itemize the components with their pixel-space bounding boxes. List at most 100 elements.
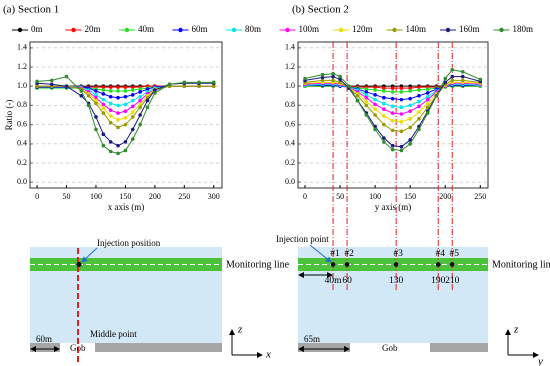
legend-label: 120m bbox=[352, 24, 373, 34]
point bbox=[399, 105, 404, 110]
y-tick-label: 1.2 bbox=[17, 62, 27, 71]
point bbox=[130, 104, 135, 109]
distance-label: 40m bbox=[325, 276, 343, 286]
diagram-left: Injection position Monitoring line Middl… bbox=[30, 238, 290, 362]
point bbox=[108, 120, 113, 125]
point bbox=[382, 140, 386, 144]
point bbox=[130, 85, 135, 89]
legend-label: 180m bbox=[513, 24, 534, 34]
pointer bbox=[81, 247, 98, 263]
coal bbox=[298, 343, 350, 352]
y-tick-label: 0.2 bbox=[285, 158, 295, 167]
point bbox=[364, 103, 369, 108]
point bbox=[49, 82, 54, 87]
point bbox=[94, 101, 98, 106]
legend-marker bbox=[17, 27, 23, 33]
point bbox=[86, 93, 91, 98]
point bbox=[130, 137, 135, 141]
x-tick-label: 200 bbox=[439, 192, 451, 201]
point bbox=[408, 103, 412, 108]
point bbox=[101, 102, 106, 107]
point bbox=[373, 97, 377, 102]
injection-dot bbox=[76, 262, 82, 267]
coal bbox=[30, 343, 60, 352]
point bbox=[211, 80, 216, 85]
point bbox=[338, 80, 342, 85]
y-tick-label: 1.0 bbox=[285, 81, 295, 90]
point bbox=[123, 122, 128, 127]
point bbox=[211, 84, 216, 88]
point bbox=[108, 149, 113, 154]
point bbox=[382, 114, 386, 118]
point bbox=[417, 88, 421, 92]
point bbox=[138, 105, 142, 110]
point bbox=[373, 127, 377, 132]
point bbox=[116, 143, 120, 148]
point bbox=[373, 107, 377, 112]
point bbox=[417, 93, 421, 98]
label: Monitoring line bbox=[492, 259, 550, 270]
point bbox=[443, 80, 448, 85]
monitoring-band bbox=[298, 258, 488, 271]
y-tick-label: 0.4 bbox=[17, 139, 27, 148]
point bbox=[108, 94, 113, 99]
point bbox=[417, 99, 421, 104]
legend-label: 40m bbox=[138, 24, 154, 34]
point-label: #4 bbox=[435, 249, 445, 259]
point bbox=[399, 86, 404, 90]
point bbox=[460, 78, 465, 83]
label: 60m bbox=[36, 334, 52, 344]
point bbox=[425, 94, 430, 99]
pointer bbox=[309, 244, 332, 263]
point bbox=[408, 96, 412, 101]
y-tick-label: 0.0 bbox=[17, 177, 27, 186]
distance-label: 60 bbox=[342, 276, 352, 286]
legend-marker bbox=[338, 27, 344, 33]
point bbox=[450, 74, 455, 79]
point-label: #1 bbox=[330, 249, 340, 259]
legend-label: 0m bbox=[31, 24, 43, 34]
point bbox=[382, 122, 386, 127]
point bbox=[108, 108, 113, 112]
point bbox=[338, 77, 342, 82]
point bbox=[94, 98, 98, 103]
point bbox=[138, 94, 142, 99]
point bbox=[408, 138, 412, 142]
point bbox=[390, 104, 395, 109]
point bbox=[425, 105, 430, 110]
point bbox=[425, 87, 430, 91]
point bbox=[108, 101, 113, 106]
point bbox=[373, 102, 377, 107]
point bbox=[373, 113, 377, 117]
point bbox=[355, 98, 360, 103]
point bbox=[390, 96, 395, 101]
point bbox=[138, 113, 142, 117]
point bbox=[443, 76, 448, 81]
distance-label: 130 bbox=[389, 276, 404, 286]
x-axis-title: y axis (m) bbox=[375, 202, 412, 212]
plot-frame bbox=[29, 41, 223, 189]
point bbox=[108, 114, 113, 118]
point bbox=[320, 78, 325, 83]
point bbox=[35, 79, 39, 84]
point bbox=[417, 117, 421, 121]
point bbox=[364, 95, 369, 100]
point bbox=[123, 109, 128, 113]
point bbox=[390, 147, 395, 152]
y-tick-label: 1.0 bbox=[17, 81, 27, 90]
point bbox=[108, 85, 113, 89]
monitor-point bbox=[344, 262, 350, 267]
x-tick-label: 100 bbox=[369, 192, 381, 201]
point bbox=[390, 86, 395, 90]
point bbox=[478, 77, 483, 82]
point bbox=[138, 122, 142, 127]
point bbox=[364, 93, 369, 97]
diagram-right: Injection point Monitoring line 65m Gob … bbox=[276, 234, 550, 366]
point bbox=[197, 84, 201, 88]
label: Middle point bbox=[90, 329, 137, 339]
x-tick-label: 0 bbox=[35, 192, 39, 201]
point bbox=[130, 93, 135, 97]
y-tick-label: 1.2 bbox=[285, 62, 295, 71]
point bbox=[425, 91, 430, 95]
point bbox=[145, 98, 150, 103]
